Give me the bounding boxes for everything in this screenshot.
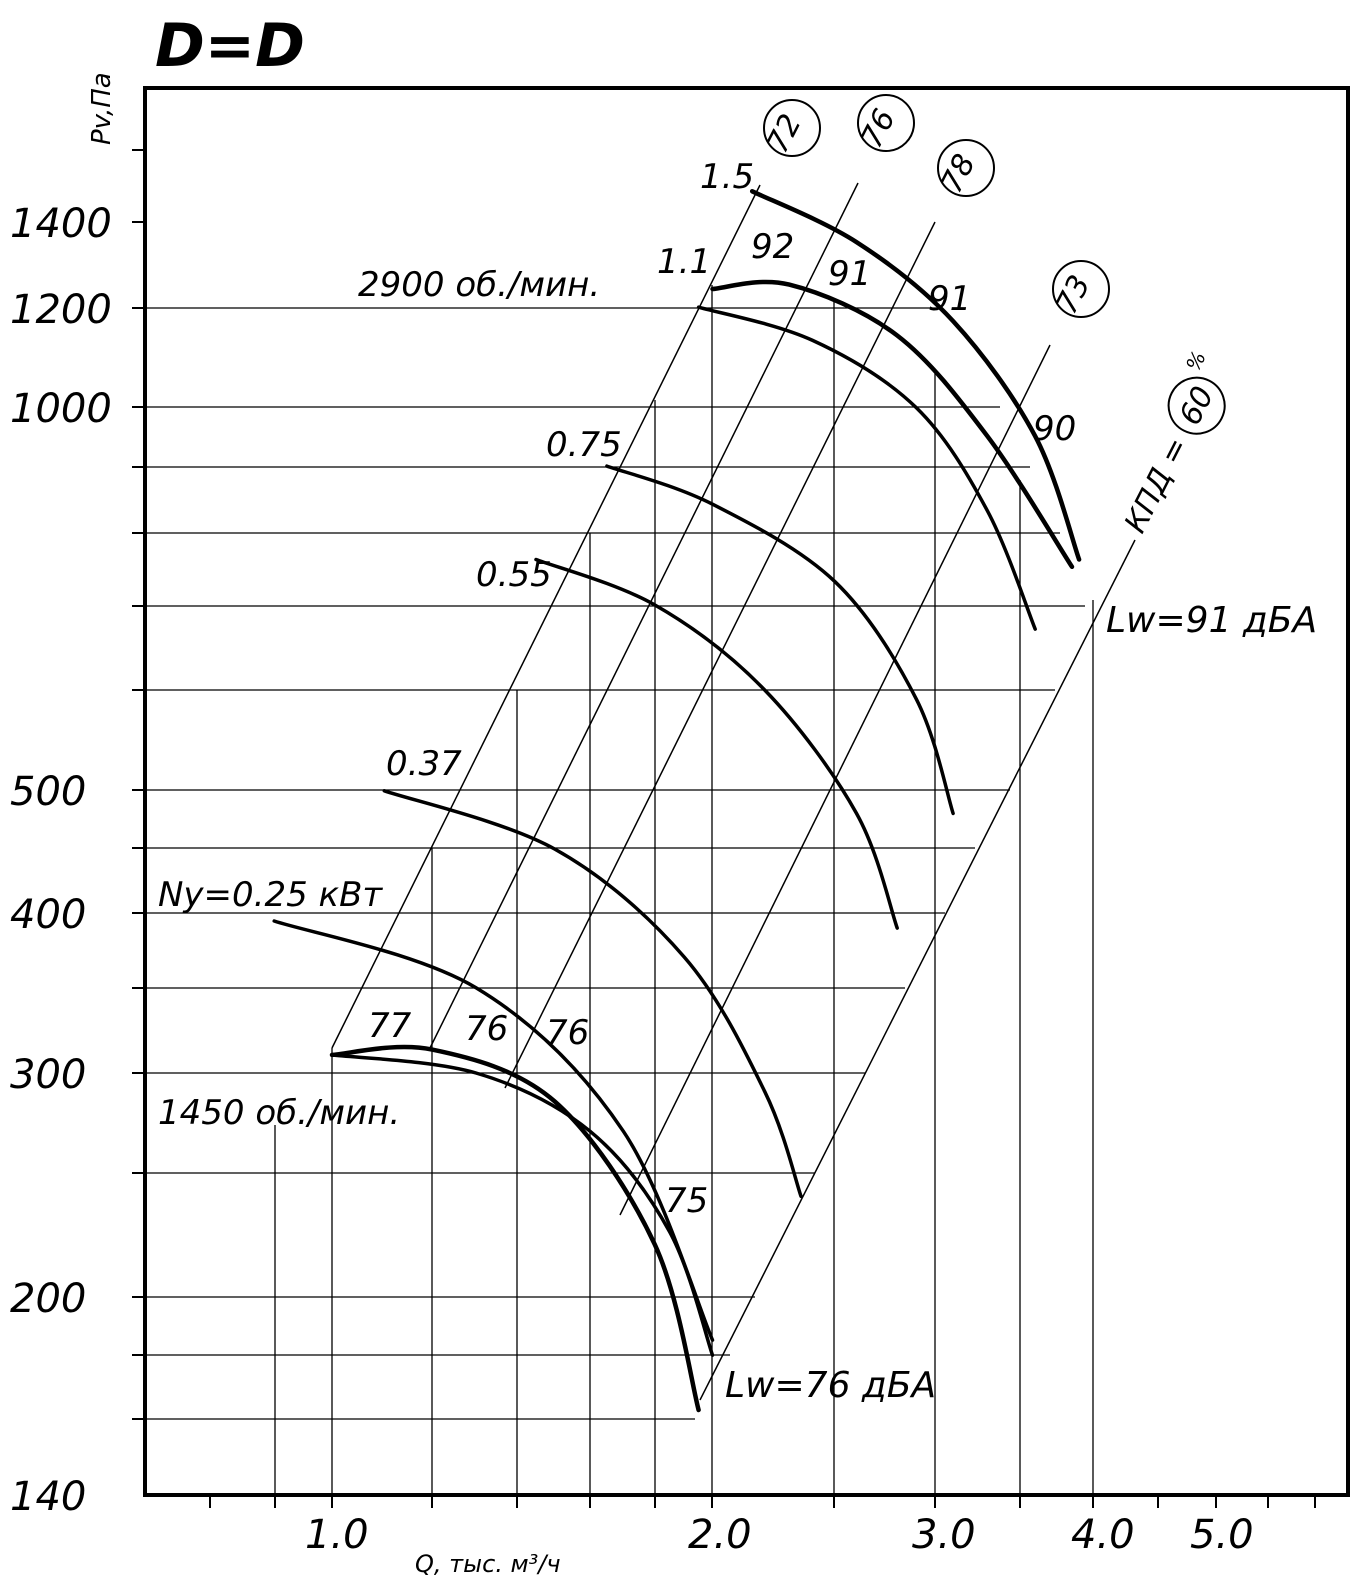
power-labels: 1.5 1.1 0.75 0.55 0.37 Ny=0.25 кВт xyxy=(158,157,754,915)
y-tick-label: 1200 xyxy=(10,287,112,333)
power-label-1.1: 1.1 xyxy=(657,242,711,282)
x-gridlines xyxy=(274,285,1094,1495)
x-tick-label: 2.0 xyxy=(688,1512,752,1558)
power-label-0.37: 0.37 xyxy=(386,744,462,784)
power-prefix: Ny= xyxy=(158,875,232,915)
x-tick-label: 3.0 xyxy=(912,1512,976,1558)
efficiency-line-78 xyxy=(504,221,936,1089)
noise-number: 92 xyxy=(751,227,794,267)
power-label-0.55: 0.55 xyxy=(476,555,552,595)
noise-number: 76 xyxy=(465,1009,508,1049)
efficiency-circle-76: 76 xyxy=(854,94,915,154)
performance-curve-0.55 xyxy=(534,557,899,930)
power-label-0.25: Ny=0.25 кВт xyxy=(158,875,383,915)
noise-number: 90 xyxy=(1033,409,1076,449)
noise-number: 77 xyxy=(368,1006,412,1046)
y-axis-label: Pv,Па xyxy=(87,72,117,145)
x-tick-labels: 1.0 2.0 3.0 4.0 5.0 xyxy=(305,1512,1254,1558)
efficiency-unit: % xyxy=(1181,347,1211,375)
y-tick-label: 300 xyxy=(10,1052,86,1098)
noise-label-91: Lw=91 дБА xyxy=(1106,600,1317,641)
y-tick-label: 400 xyxy=(10,892,86,938)
speed-label-1450: 1450 об./мин. xyxy=(158,1093,400,1133)
x-tick-label: 5.0 xyxy=(1190,1512,1254,1558)
y-tick-label: 200 xyxy=(10,1276,86,1322)
performance-curve-1.1 xyxy=(710,279,1075,570)
noise-label-76: Lw=76 дБА xyxy=(725,1365,936,1406)
efficiency-line-60 xyxy=(699,539,1136,1401)
efficiency-label: КПД = 60 % xyxy=(1118,347,1226,539)
efficiency-circle-60 xyxy=(1167,376,1226,435)
performance-curve-0.37 xyxy=(382,789,803,1199)
performance-curves xyxy=(272,189,1082,1413)
y-tick-label: 1400 xyxy=(10,201,112,247)
y-tick-label: 500 xyxy=(10,769,86,815)
efficiency-label-text: КПД = xyxy=(1118,432,1195,539)
noise-number: 91 xyxy=(828,254,871,294)
x-tick-label: 1.0 xyxy=(305,1512,369,1558)
performance-curve-0.75 xyxy=(605,464,955,816)
plot-frame xyxy=(143,86,1350,1497)
performance-curve-rpm2900-2 xyxy=(696,305,1037,631)
noise-number: 91 xyxy=(928,279,971,319)
y-gridlines xyxy=(145,307,1085,1420)
power-value: 0.25 xyxy=(232,875,308,915)
efficiency-circle-78: 78 xyxy=(934,139,995,199)
efficiency-circle-73: 73 xyxy=(1049,260,1110,320)
x-tick-label: 4.0 xyxy=(1071,1512,1135,1558)
efficiency-line-76 xyxy=(429,182,859,1049)
performance-curve-rpm1450-8 xyxy=(330,1053,715,1357)
noise-numbers: 92 91 91 90 77 76 76 75 xyxy=(368,227,1076,1221)
noise-number: 75 xyxy=(665,1181,708,1221)
y-tick-label: 140 xyxy=(10,1474,86,1520)
noise-number: 76 xyxy=(546,1013,589,1053)
y-tick-labels: 140 200 300 400 500 1000 1200 1400 xyxy=(10,201,112,1520)
performance-curve-1.5 xyxy=(749,189,1082,562)
x-axis-label: Q, тыс. м³/ч xyxy=(415,1550,561,1578)
speed-label-2900: 2900 об./мин. xyxy=(358,265,600,305)
y-tick-label: 1000 xyxy=(10,386,112,432)
y-ticks xyxy=(132,149,145,1420)
power-label-0.75: 0.75 xyxy=(546,425,622,465)
efficiency-lines xyxy=(331,182,1136,1401)
power-unit: кВт xyxy=(308,875,384,915)
efficiency-circle-72: 72 xyxy=(760,99,821,159)
power-label-1.5: 1.5 xyxy=(700,157,754,197)
efficiency-line-72 xyxy=(331,184,761,1049)
x-ticks xyxy=(209,1495,1316,1508)
chart-title: D=D xyxy=(155,11,305,81)
